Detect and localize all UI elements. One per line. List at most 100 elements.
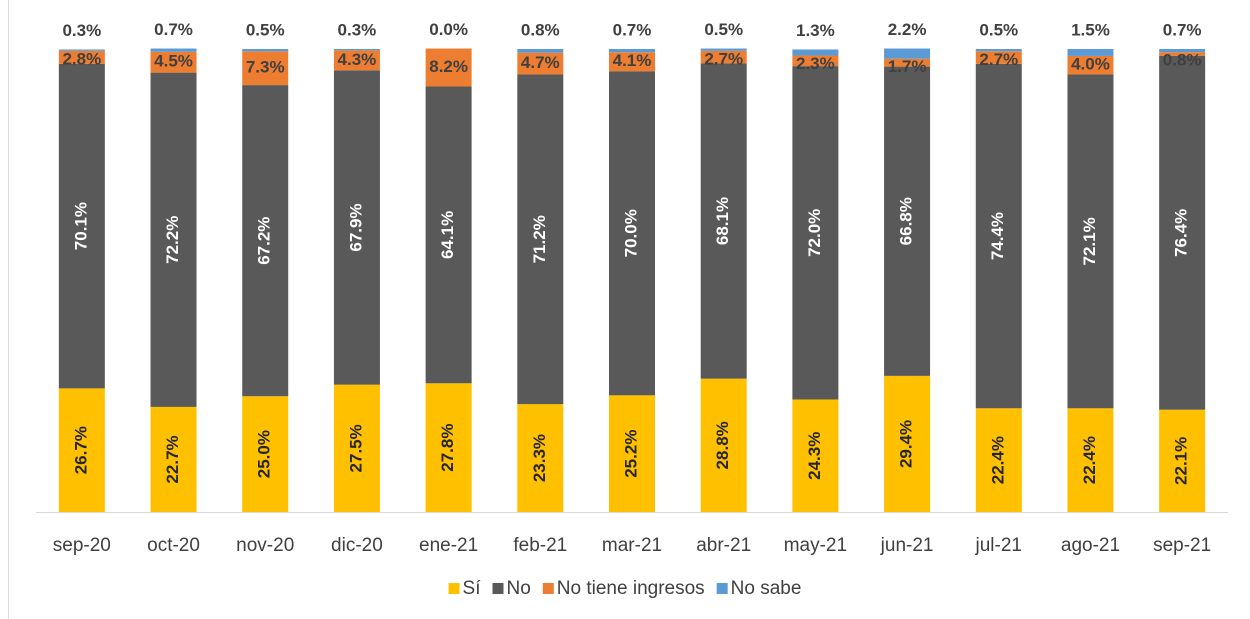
- bar-segment: [58, 63, 105, 389]
- data-label: 68.1%: [713, 197, 732, 245]
- bar-segment: [975, 51, 1022, 64]
- x-tick-label: sep-20: [53, 535, 111, 556]
- data-label: 4.0%: [1071, 55, 1110, 74]
- bar-segment: [700, 63, 747, 379]
- data-label: 0.7%: [613, 20, 652, 39]
- data-label: 4.3%: [338, 50, 377, 69]
- data-label: 66.8%: [897, 197, 916, 245]
- bar-segment: [609, 71, 655, 396]
- bar-segment: [1067, 55, 1114, 75]
- data-label: 74.4%: [988, 212, 1007, 260]
- bar-segment: [792, 49, 839, 56]
- data-label: 70.0%: [621, 209, 640, 257]
- bar-segment: [609, 52, 655, 72]
- bar-segment: [1067, 49, 1114, 56]
- data-label: 23.3%: [530, 434, 549, 482]
- data-label: 67.2%: [255, 217, 274, 265]
- x-tick-label: oct-20: [147, 535, 200, 556]
- bar-segment: [792, 55, 839, 67]
- bar-segment: [58, 49, 105, 51]
- data-label: 72.1%: [1080, 217, 1099, 265]
- bar-segment: [517, 49, 564, 53]
- data-label: 8.2%: [429, 57, 468, 76]
- data-label: 0.3%: [338, 20, 377, 39]
- x-tick-label: nov-20: [236, 535, 294, 556]
- bar-segment: [333, 384, 380, 512]
- data-label: 22.7%: [163, 435, 182, 483]
- data-label: 22.1%: [1172, 437, 1191, 485]
- bar-segment: [884, 48, 931, 59]
- bar-segment: [58, 388, 105, 512]
- x-tick-label: sep-21: [1153, 535, 1211, 556]
- data-label: 2.2%: [888, 20, 927, 39]
- data-label: 0.7%: [1163, 20, 1202, 39]
- data-label: 72.0%: [805, 209, 824, 257]
- x-tick-label: ago-21: [1061, 535, 1120, 556]
- bar-segment: [609, 49, 655, 53]
- bar-segment: [1067, 408, 1114, 512]
- data-label: 2.3%: [796, 54, 835, 73]
- data-label: 0.3%: [62, 21, 101, 40]
- legend-swatch: [542, 583, 554, 594]
- data-label: 27.8%: [438, 424, 457, 472]
- data-label: 4.1%: [613, 51, 652, 70]
- bar-segment: [792, 66, 839, 400]
- bar-segment: [1159, 49, 1206, 53]
- x-tick-label: dic-20: [331, 535, 383, 556]
- data-label: 1.3%: [796, 21, 835, 40]
- x-tick-label: mar-21: [602, 535, 662, 556]
- data-label: 71.2%: [530, 215, 549, 263]
- data-label: 22.4%: [988, 436, 1007, 484]
- data-label: 2.7%: [979, 50, 1018, 69]
- bar-segment: [242, 396, 289, 512]
- data-label: 72.2%: [163, 216, 182, 264]
- data-label: 28.8%: [713, 421, 732, 469]
- data-label: 4.5%: [154, 52, 193, 71]
- x-tick-label: abr-21: [696, 535, 751, 556]
- data-label: 76.4%: [1172, 209, 1191, 257]
- bar-segment: [1159, 55, 1206, 410]
- bar-segment: [884, 375, 931, 512]
- legend-swatch: [716, 583, 728, 594]
- legend-swatch: [448, 583, 460, 594]
- data-label: 1.5%: [1071, 20, 1110, 39]
- legend-label: No: [507, 578, 531, 599]
- data-label: 29.4%: [897, 420, 916, 468]
- bar-segment: [975, 63, 1022, 409]
- data-label: 0.7%: [154, 20, 193, 39]
- data-label: 0.5%: [979, 20, 1018, 39]
- bar-segment: [333, 50, 380, 71]
- data-label: 4.7%: [521, 53, 560, 72]
- data-label: 7.3%: [246, 58, 285, 77]
- data-label: 26.7%: [71, 426, 90, 474]
- data-label: 0.5%: [246, 20, 285, 39]
- x-tick-label: feb-21: [513, 535, 567, 556]
- bar-segment: [884, 58, 931, 67]
- data-label: 2.7%: [704, 49, 743, 68]
- bar-segment: [150, 51, 197, 73]
- bar-segment: [150, 72, 197, 407]
- bar-segment: [150, 48, 197, 52]
- x-tick-label: ene-21: [419, 535, 478, 556]
- bar-segment: [425, 383, 472, 512]
- data-label: 25.0%: [255, 430, 274, 478]
- bar-segment: [1159, 409, 1206, 512]
- x-tick-label: jul-21: [975, 535, 1022, 556]
- bar-segment: [333, 49, 380, 51]
- data-label: 1.7%: [888, 57, 927, 76]
- data-label: 24.3%: [805, 432, 824, 480]
- bar-segment: [517, 52, 564, 75]
- bar-segment: [517, 74, 564, 405]
- data-label: 25.2%: [621, 430, 640, 478]
- bar-segment: [517, 404, 564, 512]
- legend-label: No tiene ingresos: [557, 578, 705, 599]
- bar-segment: [609, 395, 655, 512]
- data-label: 67.9%: [346, 203, 365, 251]
- data-label: 0.5%: [704, 20, 743, 39]
- bar-segment: [792, 399, 839, 512]
- bar-segment: [58, 50, 105, 64]
- bar-segment: [1067, 74, 1114, 409]
- data-label: 0.8%: [521, 20, 560, 39]
- bar-segment: [975, 49, 1022, 52]
